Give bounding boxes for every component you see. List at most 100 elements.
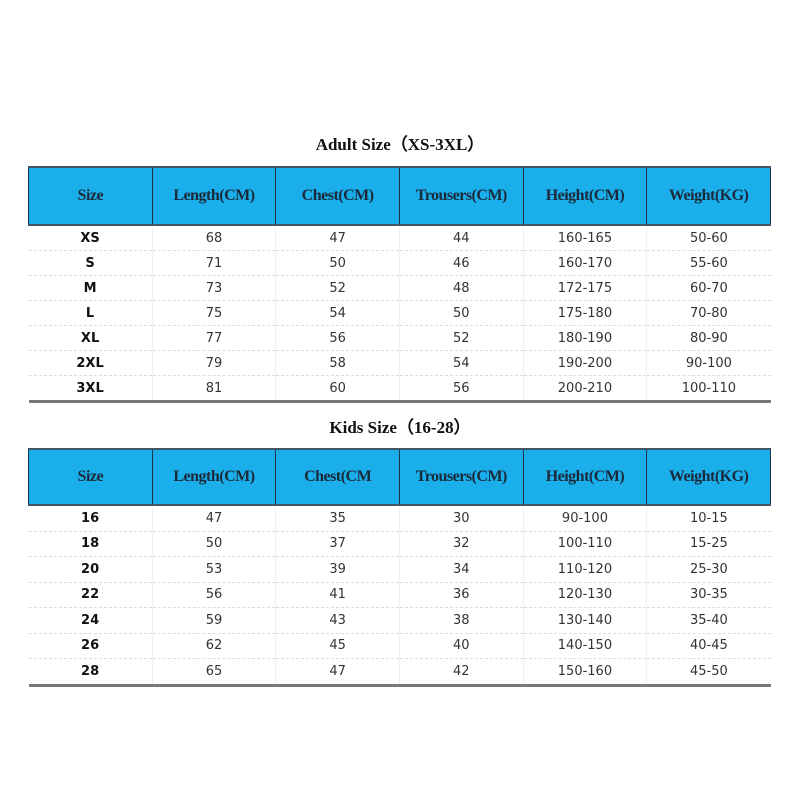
column-header: Height(CM) xyxy=(522,448,648,506)
table-cell: 73 xyxy=(151,275,276,301)
table-cell: 56 xyxy=(275,325,400,351)
header-row: Size Length(CM) Chest(CM Trousers(CM) Height… xyxy=(28,448,771,506)
table-cell: 3XL xyxy=(28,375,153,403)
table-cell: 30-35 xyxy=(646,582,771,608)
table-cell: 150-160 xyxy=(522,658,647,687)
table-cell: 62 xyxy=(151,633,276,659)
table-cell: 60 xyxy=(275,375,400,403)
table-cell: 71 xyxy=(151,250,276,276)
table-cell: XL xyxy=(28,325,153,351)
column-header: Length(CM) xyxy=(151,166,277,226)
table-row: 2XL 79 58 54 190-200 90-100 xyxy=(28,350,771,376)
table-cell: 40-45 xyxy=(646,633,771,659)
table-cell: 110-120 xyxy=(522,556,647,583)
kids-size-title: Kids Size（16-28） xyxy=(329,418,471,437)
table-row: XL 77 56 52 180-190 80-90 xyxy=(28,325,771,351)
table-row: 16 47 35 30 90-100 10-15 xyxy=(28,505,771,532)
table-cell: 35 xyxy=(275,505,400,532)
table-row: XS 68 47 44 160-165 50-60 xyxy=(28,225,771,251)
column-header: Size xyxy=(28,166,153,226)
table-cell: 77 xyxy=(151,325,276,351)
table-cell: 28 xyxy=(28,658,153,687)
table-cell: 41 xyxy=(275,582,400,608)
table-cell: 70-80 xyxy=(646,300,771,326)
table-cell: 50 xyxy=(398,300,524,326)
table-cell: 52 xyxy=(398,325,524,351)
table-row: 3XL 81 60 56 200-210 100-110 xyxy=(28,375,771,403)
table-cell: 47 xyxy=(275,658,400,687)
table-cell: 40 xyxy=(398,633,524,659)
table-cell: 175-180 xyxy=(522,300,647,326)
kids-size-table: Size Length(CM) Chest(CM Trousers(CM) Height… xyxy=(28,448,771,687)
column-header: Chest(CM xyxy=(275,448,400,506)
table-cell: 45-50 xyxy=(646,658,771,687)
table-cell: 56 xyxy=(151,582,276,608)
table-cell: 50-60 xyxy=(646,225,771,251)
adult-size-table: Size Length(CM) Chest(CM) Trousers(CM) Heigh… xyxy=(28,166,771,403)
column-header: Weight(KG) xyxy=(646,166,771,226)
table-cell: 160-165 xyxy=(522,225,647,251)
table-cell: 172-175 xyxy=(522,275,647,301)
column-header: Weight(KG) xyxy=(646,448,771,506)
column-header: Length(CM) xyxy=(151,448,277,506)
header-row: Size Length(CM) Chest(CM) Trousers(CM) Heigh… xyxy=(28,166,771,226)
table-cell: 37 xyxy=(275,531,400,557)
table-cell: 200-210 xyxy=(522,375,647,403)
table-cell: 190-200 xyxy=(522,350,647,376)
column-header: Chest(CM) xyxy=(275,166,400,226)
table-row: 18 50 37 32 100-110 15-25 xyxy=(28,531,771,557)
table-cell: 43 xyxy=(275,607,400,634)
table-cell: 130-140 xyxy=(522,607,647,634)
table-cell: 65 xyxy=(151,658,276,687)
table-cell: 53 xyxy=(151,556,276,583)
table-cell: 52 xyxy=(275,275,400,301)
table-cell: 60-70 xyxy=(646,275,771,301)
column-header: Height(CM) xyxy=(522,166,648,226)
table-cell: 81 xyxy=(151,375,276,403)
table-cell: 25-30 xyxy=(646,556,771,583)
table-cell: 39 xyxy=(275,556,400,583)
table-cell: S xyxy=(28,250,153,276)
table-cell: 22 xyxy=(28,582,153,608)
table-cell: 50 xyxy=(151,531,276,557)
table-cell: M xyxy=(28,275,153,301)
table-cell: 48 xyxy=(398,275,524,301)
table-cell: 75 xyxy=(151,300,276,326)
table-cell: L xyxy=(28,300,153,326)
table-cell: 2XL xyxy=(28,350,153,376)
table-cell: 90-100 xyxy=(522,505,647,532)
column-header: Trousers(CM) xyxy=(398,166,524,226)
table-cell: 55-60 xyxy=(646,250,771,276)
table-cell: 45 xyxy=(275,633,400,659)
table-cell: 34 xyxy=(398,556,524,583)
table-cell: 58 xyxy=(275,350,400,376)
table-cell: 18 xyxy=(28,531,153,557)
table-cell: 47 xyxy=(151,505,276,532)
table-row: 26 62 45 40 140-150 40-45 xyxy=(28,633,771,659)
table-cell: 50 xyxy=(275,250,400,276)
table-cell: 42 xyxy=(398,658,524,687)
table-cell: 90-100 xyxy=(646,350,771,376)
table-cell: 35-40 xyxy=(646,607,771,634)
table-cell: 79 xyxy=(151,350,276,376)
table-cell: XS xyxy=(28,225,153,251)
table-cell: 46 xyxy=(398,250,524,276)
table-cell: 44 xyxy=(398,225,524,251)
adult-size-title: Adult Size（XS-3XL） xyxy=(315,135,485,154)
table-cell: 100-110 xyxy=(646,375,771,403)
table-row: 20 53 39 34 110-120 25-30 xyxy=(28,556,771,583)
table-row: L 75 54 50 175-180 70-80 xyxy=(28,300,771,326)
table-row: 22 56 41 36 120-130 30-35 xyxy=(28,582,771,608)
table-row: 28 65 47 42 150-160 45-50 xyxy=(28,658,771,687)
table-cell: 54 xyxy=(398,350,524,376)
table-row: M 73 52 48 172-175 60-70 xyxy=(28,275,771,301)
table-cell: 16 xyxy=(28,505,153,532)
table-cell: 160-170 xyxy=(522,250,647,276)
table-cell: 140-150 xyxy=(522,633,647,659)
table-cell: 100-110 xyxy=(522,531,647,557)
table-cell: 24 xyxy=(28,607,153,634)
table-cell: 38 xyxy=(398,607,524,634)
table-cell: 32 xyxy=(398,531,524,557)
table-cell: 120-130 xyxy=(522,582,647,608)
table-row: S 71 50 46 160-170 55-60 xyxy=(28,250,771,276)
